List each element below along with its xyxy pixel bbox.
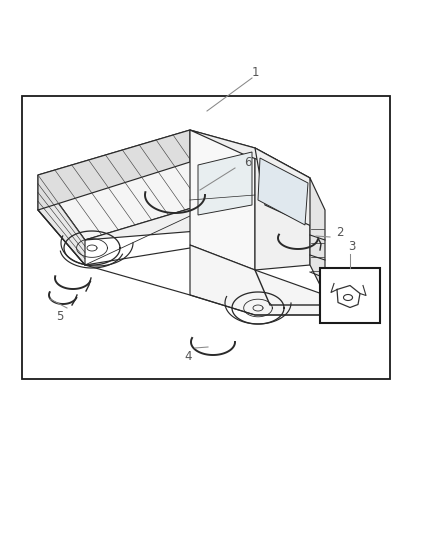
Text: 5: 5 — [57, 311, 64, 324]
Polygon shape — [85, 195, 235, 240]
Bar — [320, 268, 380, 323]
Polygon shape — [190, 245, 325, 315]
Text: 1: 1 — [251, 67, 259, 79]
Polygon shape — [190, 130, 310, 178]
Text: 2: 2 — [336, 227, 344, 239]
Text: 6: 6 — [244, 157, 252, 169]
Polygon shape — [258, 158, 308, 225]
Text: 3: 3 — [348, 239, 356, 253]
Bar — [22, 96, 390, 379]
Polygon shape — [255, 148, 320, 230]
Polygon shape — [198, 152, 252, 215]
Polygon shape — [38, 175, 85, 265]
Polygon shape — [310, 178, 325, 295]
Polygon shape — [255, 148, 310, 270]
Text: 4: 4 — [184, 350, 192, 362]
Polygon shape — [38, 130, 235, 240]
Polygon shape — [190, 130, 255, 270]
Polygon shape — [38, 130, 190, 210]
